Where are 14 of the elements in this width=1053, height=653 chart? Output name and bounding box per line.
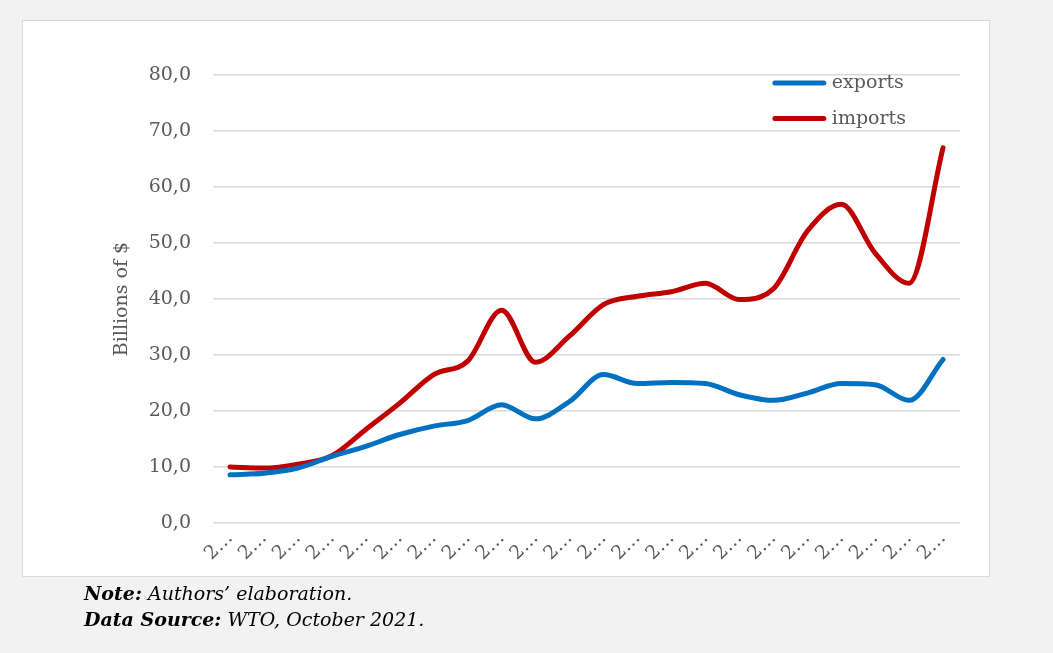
legend-label: imports bbox=[831, 105, 907, 128]
y-tick-label: 30,0 bbox=[148, 341, 191, 364]
y-tick-label: 70,0 bbox=[148, 117, 191, 140]
text: Note: Authors’ elaboration. bbox=[84, 581, 354, 606]
y-tick-label: 0,0 bbox=[160, 509, 191, 532]
y-tick-label: 40,0 bbox=[148, 285, 191, 308]
source-note: Data Source: WTO, October 2021. bbox=[84, 607, 425, 632]
y-tick-label: 80,0 bbox=[148, 61, 191, 84]
y-axis-title: Billions of $ bbox=[109, 241, 132, 357]
y-tick-label: 20,0 bbox=[148, 397, 191, 420]
y-tick-label: 10,0 bbox=[148, 453, 191, 476]
legend-label: exports bbox=[831, 69, 904, 92]
y-tick-label: 60,0 bbox=[148, 173, 191, 196]
y-tick-label: 50,0 bbox=[148, 229, 191, 252]
